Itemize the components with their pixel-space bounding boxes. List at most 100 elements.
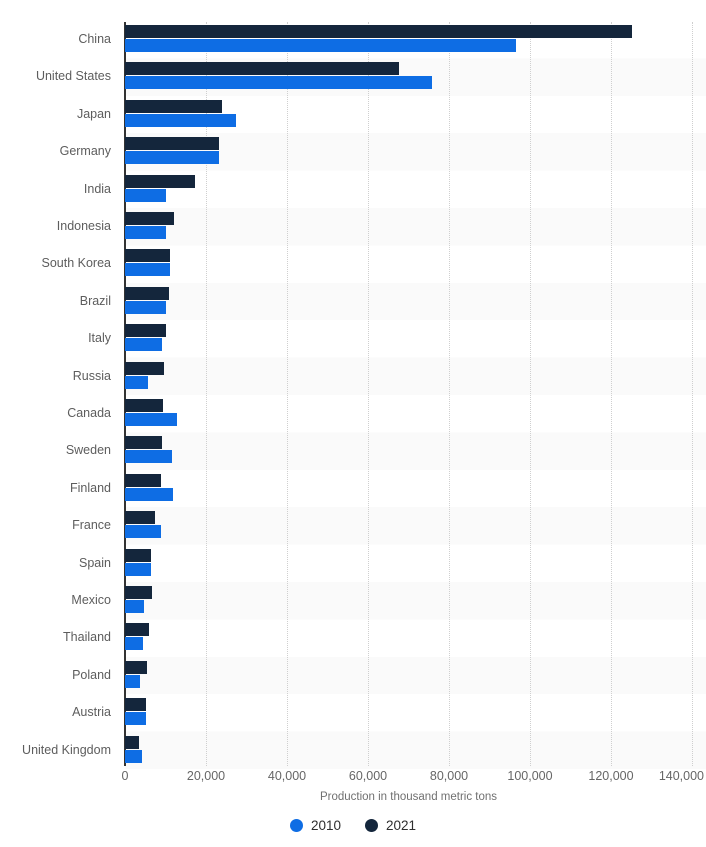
bar-2021-south-korea[interactable] bbox=[125, 249, 170, 263]
legend-item-2021[interactable]: 2021 bbox=[365, 818, 416, 833]
category-label-finland: Finland bbox=[70, 480, 111, 495]
legend-label-2021: 2021 bbox=[386, 818, 417, 833]
category-label-poland: Poland bbox=[72, 667, 111, 682]
gridlines bbox=[124, 22, 693, 766]
legend-item-2010[interactable]: 2010 bbox=[289, 818, 341, 833]
bar-2010-spain[interactable] bbox=[125, 562, 151, 576]
row-track bbox=[125, 545, 706, 582]
row-track bbox=[125, 320, 706, 357]
bar-2010-poland[interactable] bbox=[125, 674, 140, 688]
chart-row-united-states: United States bbox=[0, 58, 706, 95]
gridline bbox=[449, 22, 450, 766]
chart-row-japan: Japan bbox=[0, 96, 706, 133]
bar-2021-finland[interactable] bbox=[125, 473, 161, 487]
bar-2010-russia[interactable] bbox=[125, 375, 148, 389]
chart-row-poland: Poland bbox=[0, 657, 706, 694]
chart-row-china: China bbox=[0, 21, 706, 58]
bar-2021-thailand[interactable] bbox=[125, 623, 149, 637]
x-tick-label: 80,000 bbox=[429, 769, 469, 783]
bar-2010-canada[interactable] bbox=[125, 413, 177, 426]
row-track bbox=[125, 21, 706, 58]
bar-2021-italy[interactable] bbox=[125, 324, 166, 338]
category-label-united-states: United States bbox=[35, 69, 111, 84]
bar-2021-germany[interactable] bbox=[125, 137, 219, 151]
row-track bbox=[125, 582, 706, 619]
bar-2010-india[interactable] bbox=[125, 188, 166, 202]
bar-2010-united-kingdom[interactable] bbox=[125, 749, 142, 763]
category-label-south-korea: South Korea bbox=[41, 256, 112, 271]
category-label-germany: Germany bbox=[59, 144, 111, 159]
legend-label-2010: 2010 bbox=[310, 818, 341, 833]
bar-2010-austria[interactable] bbox=[125, 712, 146, 726]
bar-2021-china[interactable] bbox=[125, 25, 632, 38]
bar-2021-poland[interactable] bbox=[125, 660, 147, 674]
row-track bbox=[125, 133, 706, 170]
bar-2010-south-korea[interactable] bbox=[125, 263, 170, 277]
bar-2010-finland[interactable] bbox=[125, 487, 173, 501]
bar-2021-canada[interactable] bbox=[125, 399, 163, 412]
row-track bbox=[125, 507, 706, 544]
gridline bbox=[206, 22, 207, 766]
bar-2021-japan[interactable] bbox=[125, 99, 222, 113]
row-track bbox=[125, 619, 706, 656]
row-track bbox=[125, 245, 706, 282]
row-track bbox=[125, 432, 706, 469]
chart-row-canada: Canada bbox=[0, 395, 706, 432]
bar-2010-france[interactable] bbox=[125, 525, 161, 539]
bar-2021-austria[interactable] bbox=[125, 698, 146, 712]
gridline bbox=[611, 22, 612, 766]
bar-2010-thailand[interactable] bbox=[125, 637, 143, 651]
bar-2021-india[interactable] bbox=[125, 174, 195, 188]
chart-row-south-korea: South Korea bbox=[0, 245, 706, 282]
bar-2010-mexico[interactable] bbox=[125, 600, 144, 613]
category-label-brazil: Brazil bbox=[79, 293, 111, 308]
category-label-russia: Russia bbox=[72, 368, 111, 383]
bar-2010-germany[interactable] bbox=[125, 151, 219, 165]
bar-2010-china[interactable] bbox=[125, 39, 516, 52]
chart-row-germany: Germany bbox=[0, 133, 706, 170]
chart-row-brazil: Brazil bbox=[0, 283, 706, 320]
category-label-mexico: Mexico bbox=[71, 593, 111, 607]
bar-2010-japan[interactable] bbox=[125, 113, 236, 127]
bar-2010-italy[interactable] bbox=[125, 338, 162, 352]
category-label-united-kingdom: United Kingdom bbox=[22, 742, 111, 757]
bar-2021-spain[interactable] bbox=[125, 548, 151, 562]
row-track bbox=[125, 358, 706, 395]
gridline bbox=[287, 22, 288, 766]
x-tick-label: 40,000 bbox=[267, 769, 307, 783]
category-label-china: China bbox=[78, 32, 111, 46]
gridline bbox=[692, 22, 693, 766]
row-track bbox=[125, 732, 706, 769]
bar-2010-indonesia[interactable] bbox=[125, 226, 166, 239]
x-tick-label: 140,000 bbox=[658, 769, 704, 783]
bar-2021-united-states[interactable] bbox=[125, 62, 399, 76]
bar-2010-sweden[interactable] bbox=[125, 450, 172, 464]
chart-row-austria: Austria bbox=[0, 694, 706, 731]
chart-row-italy: Italy bbox=[0, 320, 706, 357]
bar-2021-indonesia[interactable] bbox=[125, 212, 174, 225]
category-label-france: France bbox=[72, 518, 111, 533]
bar-2021-sweden[interactable] bbox=[125, 436, 162, 450]
row-track bbox=[125, 208, 706, 245]
legend-dot-2010-icon bbox=[289, 819, 303, 832]
chart-rows: China United States Japan Germany India Indon… bbox=[0, 21, 706, 769]
row-track bbox=[125, 171, 706, 208]
row-stripes bbox=[125, 21, 706, 769]
gridline bbox=[530, 22, 531, 766]
bar-2021-mexico[interactable] bbox=[125, 586, 152, 599]
bar-2021-russia[interactable] bbox=[125, 361, 164, 375]
bar-2010-brazil[interactable] bbox=[125, 300, 166, 314]
bar-2021-france[interactable] bbox=[125, 511, 155, 525]
x-tick-label: 20,000 bbox=[186, 769, 226, 783]
category-label-austria: Austria bbox=[72, 705, 111, 720]
category-label-spain: Spain bbox=[79, 555, 111, 570]
bar-2021-brazil[interactable] bbox=[125, 286, 169, 300]
bar-2010-united-states[interactable] bbox=[125, 76, 432, 90]
category-label-thailand: Thailand bbox=[63, 630, 111, 645]
bar-2021-united-kingdom[interactable] bbox=[125, 735, 139, 749]
category-label-sweden: Sweden bbox=[65, 443, 111, 458]
category-label-japan: Japan bbox=[76, 106, 111, 121]
category-label-canada: Canada bbox=[67, 406, 111, 420]
chart-row-mexico: Mexico bbox=[0, 582, 706, 619]
